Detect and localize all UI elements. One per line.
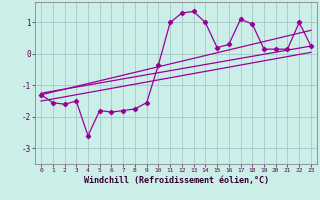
X-axis label: Windchill (Refroidissement éolien,°C): Windchill (Refroidissement éolien,°C) — [84, 176, 268, 185]
